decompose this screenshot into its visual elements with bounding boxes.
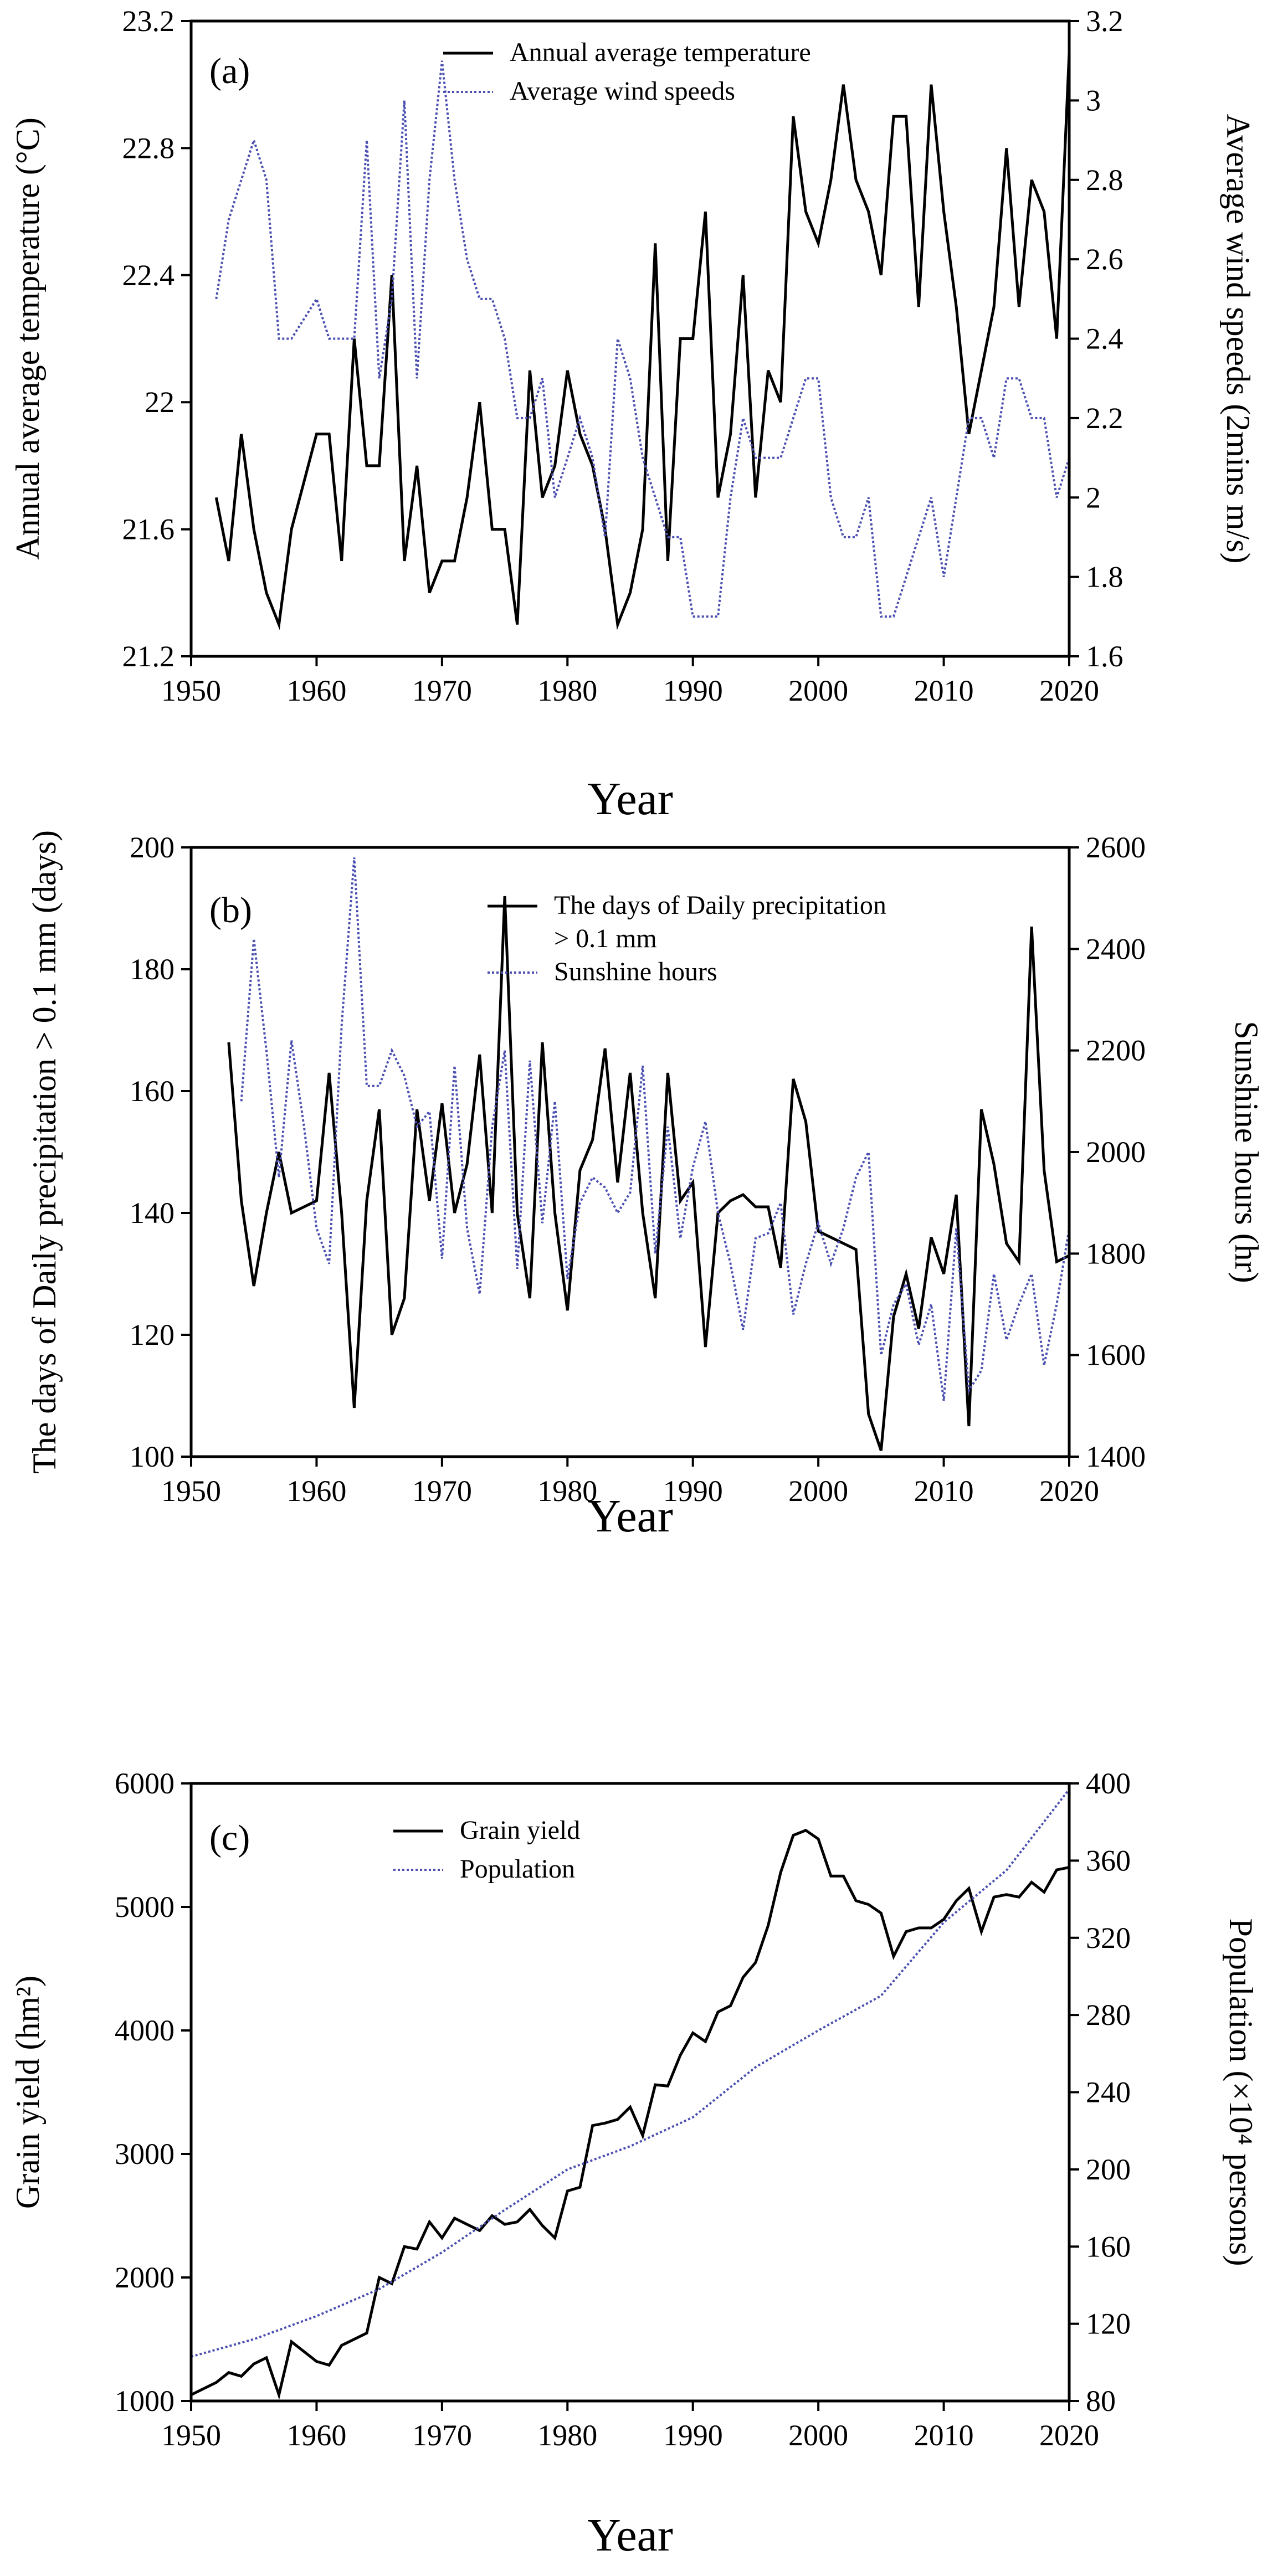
y-left-tick-label: 180	[130, 953, 175, 986]
y-left-tick-label: 160	[130, 1074, 175, 1108]
x-tick-label: 1960	[286, 1474, 346, 1508]
x-tick-label: 1990	[663, 1474, 723, 1508]
x-axis-title: Year	[587, 773, 673, 825]
y-left-tick-label: 21.6	[122, 513, 175, 546]
y-right-tick-label: 400	[1086, 1767, 1131, 1800]
y-right-tick-label: 280	[1086, 1998, 1131, 2032]
legend-label-line-2: > 0.1 mm	[554, 924, 657, 953]
y-right-tick-label: 2200	[1086, 1034, 1146, 1067]
y-right-tick-label: 1.8	[1086, 561, 1124, 594]
y-right-tick-label: 2.8	[1086, 163, 1124, 197]
y-right-tick-label: 1600	[1086, 1339, 1146, 1372]
x-tick-label: 2020	[1039, 674, 1099, 707]
y-right-tick-label: 360	[1086, 1844, 1131, 1877]
x-tick-label: 2000	[788, 2419, 848, 2452]
y-left-tick-label: 22	[145, 385, 175, 419]
y-left-tick-label: 1000	[115, 2384, 175, 2418]
legend-label-1: Annual average temperature	[510, 38, 811, 67]
x-tick-label: 2000	[788, 1474, 848, 1508]
y-left-tick-label: 100	[130, 1440, 175, 1473]
y-left-tick-label: 21.2	[122, 640, 175, 673]
y-left-tick-label: 22.8	[122, 131, 175, 164]
series-line-1	[227, 896, 1070, 1451]
series-line-1	[214, 53, 1071, 630]
x-tick-label: 1980	[537, 674, 597, 707]
panel-label: (a)	[209, 51, 250, 91]
y-right-tick-label: 1800	[1086, 1237, 1146, 1270]
y-left-tick-label: 140	[130, 1196, 175, 1230]
legend-label-1: Grain yield	[460, 1816, 580, 1845]
y-right-tick-label: 80	[1086, 2384, 1116, 2418]
y-right-tick-label: 2600	[1086, 831, 1146, 864]
y-left-tick-label: 5000	[115, 1890, 175, 1924]
x-tick-label: 1970	[412, 674, 472, 707]
series-line-2	[215, 60, 1070, 618]
y-right-tick-label: 1400	[1086, 1440, 1146, 1473]
y-left-tick-label: 2000	[115, 2261, 175, 2294]
x-tick-label: 2010	[914, 1474, 974, 1508]
x-tick-label: 1950	[161, 674, 221, 707]
y-left-tick-label: 6000	[115, 1767, 175, 1800]
chart-panel-1: 1950 1960 1970 1980 1990 2000 2010 202021.221.6…	[9, 4, 1256, 825]
series-line-2	[191, 1788, 1070, 2358]
x-tick-label: 2020	[1039, 2419, 1099, 2452]
x-tick-label: 2010	[914, 674, 974, 707]
y-right-tick-label: 320	[1086, 1921, 1131, 1955]
y-right-tick-label: 3	[1086, 84, 1101, 117]
legend-label-2: Average wind speeds	[510, 76, 735, 106]
y-right-tick-label: 2.4	[1086, 322, 1124, 356]
y-right-axis-title: Sunshine hours (hr)	[1228, 1021, 1262, 1283]
series-line-1	[190, 1828, 1070, 2400]
y-left-tick-label: 22.4	[122, 259, 175, 292]
x-tick-label: 1980	[537, 2419, 597, 2452]
x-tick-label: 1950	[161, 2419, 221, 2452]
y-right-tick-label: 3.2	[1086, 4, 1124, 38]
y-right-tick-label: 2000	[1086, 1135, 1146, 1169]
plot-frame	[189, 1782, 1071, 2403]
y-left-tick-label: 23.2	[122, 4, 175, 38]
x-tick-label: 1960	[286, 2419, 346, 2452]
x-tick-label: 1970	[412, 1474, 472, 1508]
y-right-tick-label: 240	[1086, 2076, 1131, 2109]
y-right-tick-label: 160	[1086, 2230, 1131, 2263]
y-right-tick-label: 2.2	[1086, 402, 1124, 435]
x-tick-label: 2000	[788, 674, 848, 707]
y-right-axis-title: Average wind speeds (2mins m/s)	[1220, 114, 1256, 563]
y-left-tick-label: 4000	[115, 2014, 175, 2047]
legend-label-line-1: The days of Daily precipitation	[554, 891, 886, 920]
y-left-tick-label: 3000	[115, 2137, 175, 2171]
x-tick-label: 1960	[286, 674, 346, 707]
chart-panel-2: 1950 1960 1970 1980 1990 2000 2010 2020 100 120 14…	[26, 830, 1262, 1542]
y-left-tick-label: 120	[130, 1318, 175, 1351]
chart-panel-3: 1950 1960 1970 1980 1990 2000 2010 2020 1000 2000…	[9, 1767, 1259, 2561]
panel-label: (b)	[209, 890, 252, 930]
x-axis-title: Year	[587, 1490, 673, 1542]
y-right-tick-label: 2.6	[1086, 243, 1124, 276]
legend-label-1: The days of Daily precipitation > 0.1 mm	[554, 891, 886, 953]
y-left-axis-title: Grain yield (hm²)	[9, 1976, 46, 2209]
y-right-axis-title: Population (×10⁴ persons)	[1223, 1918, 1259, 2266]
plot-frame	[189, 19, 1071, 658]
x-tick-label: 1950	[161, 1474, 221, 1508]
y-right-tick-label: 2	[1086, 481, 1101, 514]
x-tick-label: 1990	[663, 2419, 723, 2452]
y-left-axis-title: Annual average temperature (°C)	[9, 117, 46, 560]
y-right-tick-label: 1.6	[1086, 640, 1124, 673]
y-right-tick-label: 120	[1086, 2307, 1131, 2341]
legend-label-2: Sunshine hours	[554, 957, 717, 986]
x-tick-label: 1970	[412, 2419, 472, 2452]
x-tick-label: 2010	[914, 2419, 974, 2452]
x-tick-label: 1980	[537, 1474, 597, 1508]
x-tick-label: 2020	[1039, 1474, 1099, 1508]
x-tick-label: 1990	[663, 674, 723, 707]
legend-label-2: Population	[460, 1854, 575, 1884]
panel-label: (c)	[209, 1818, 250, 1858]
y-right-tick-label: 2400	[1086, 932, 1146, 965]
y-right-tick-label: 200	[1086, 2153, 1131, 2186]
y-left-axis-title: The days of Daily precipitation > 0.1 mm…	[26, 830, 63, 1474]
x-axis-title: Year	[587, 2510, 673, 2561]
y-left-tick-label: 200	[130, 831, 175, 864]
